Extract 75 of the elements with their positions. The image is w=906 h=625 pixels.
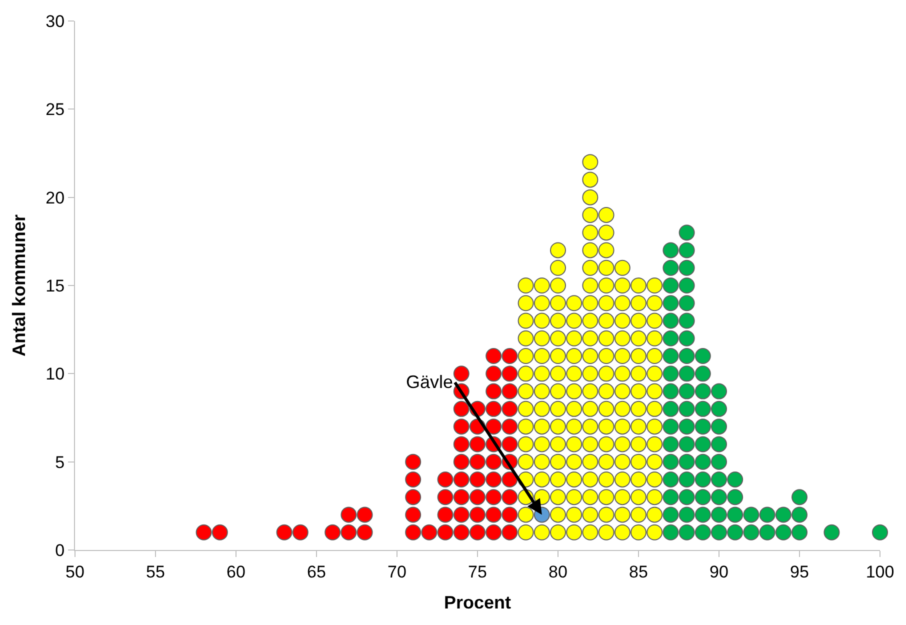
point <box>340 506 357 523</box>
point <box>437 471 454 488</box>
point <box>486 524 502 540</box>
y-tick-label: 10 <box>46 364 65 384</box>
x-tick-label: 75 <box>468 562 487 582</box>
point <box>453 400 470 417</box>
point <box>502 489 518 506</box>
point <box>453 436 470 452</box>
point <box>502 400 518 417</box>
point <box>470 454 486 470</box>
x-tick-label: 80 <box>548 562 568 582</box>
point <box>356 524 373 540</box>
annotation: Gävle <box>406 372 454 392</box>
x-tick-label: 50 <box>66 562 84 582</box>
point <box>453 418 470 435</box>
point <box>405 454 422 470</box>
point <box>405 489 422 506</box>
point <box>453 524 470 540</box>
y-axis-title: Antal kommuner <box>8 214 29 357</box>
x-tick-label: 85 <box>629 562 648 582</box>
x-tick-label: 55 <box>146 562 165 582</box>
x-tick-label: 95 <box>790 562 809 582</box>
y-tick-label: 25 <box>46 100 65 120</box>
point <box>421 524 438 540</box>
point <box>502 383 518 400</box>
point <box>212 524 228 540</box>
y-tick-label: 5 <box>55 452 65 472</box>
point <box>405 471 422 488</box>
point <box>405 524 422 540</box>
point <box>405 506 422 523</box>
x-tick-label: 65 <box>307 562 326 582</box>
point <box>486 366 502 382</box>
point <box>486 454 502 470</box>
point <box>470 506 486 523</box>
x-tick-label: 70 <box>388 562 406 582</box>
point <box>502 436 518 452</box>
point <box>453 366 470 382</box>
point <box>486 348 502 364</box>
point <box>470 489 486 506</box>
point <box>502 471 518 488</box>
y-tick-label: 15 <box>46 276 65 296</box>
point <box>196 524 212 540</box>
point <box>470 471 486 488</box>
point <box>486 489 502 506</box>
point <box>486 383 502 400</box>
point <box>486 418 502 435</box>
point <box>502 348 518 364</box>
point <box>437 506 454 523</box>
point <box>453 471 470 488</box>
point <box>356 506 373 523</box>
point <box>502 524 518 540</box>
point <box>276 524 292 540</box>
point <box>502 418 518 435</box>
y-tick-label: 20 <box>46 188 65 208</box>
point <box>502 366 518 382</box>
point <box>486 400 502 417</box>
point <box>470 436 486 452</box>
point <box>486 471 502 488</box>
x-tick-label: 60 <box>226 562 246 582</box>
x-axis-title: Procent <box>444 592 512 612</box>
x-tick-label: 100 <box>866 562 894 582</box>
point <box>453 454 470 470</box>
point <box>453 506 470 523</box>
point <box>502 506 518 523</box>
y-tick-label: 30 <box>46 12 65 31</box>
point <box>470 524 486 540</box>
point <box>437 489 454 506</box>
point <box>292 524 308 540</box>
x-tick-label: 90 <box>710 562 728 582</box>
y-tick-label: 0 <box>55 540 65 560</box>
point <box>453 489 470 506</box>
point <box>437 524 454 540</box>
point <box>486 506 502 523</box>
point <box>340 524 357 540</box>
point <box>324 524 341 540</box>
